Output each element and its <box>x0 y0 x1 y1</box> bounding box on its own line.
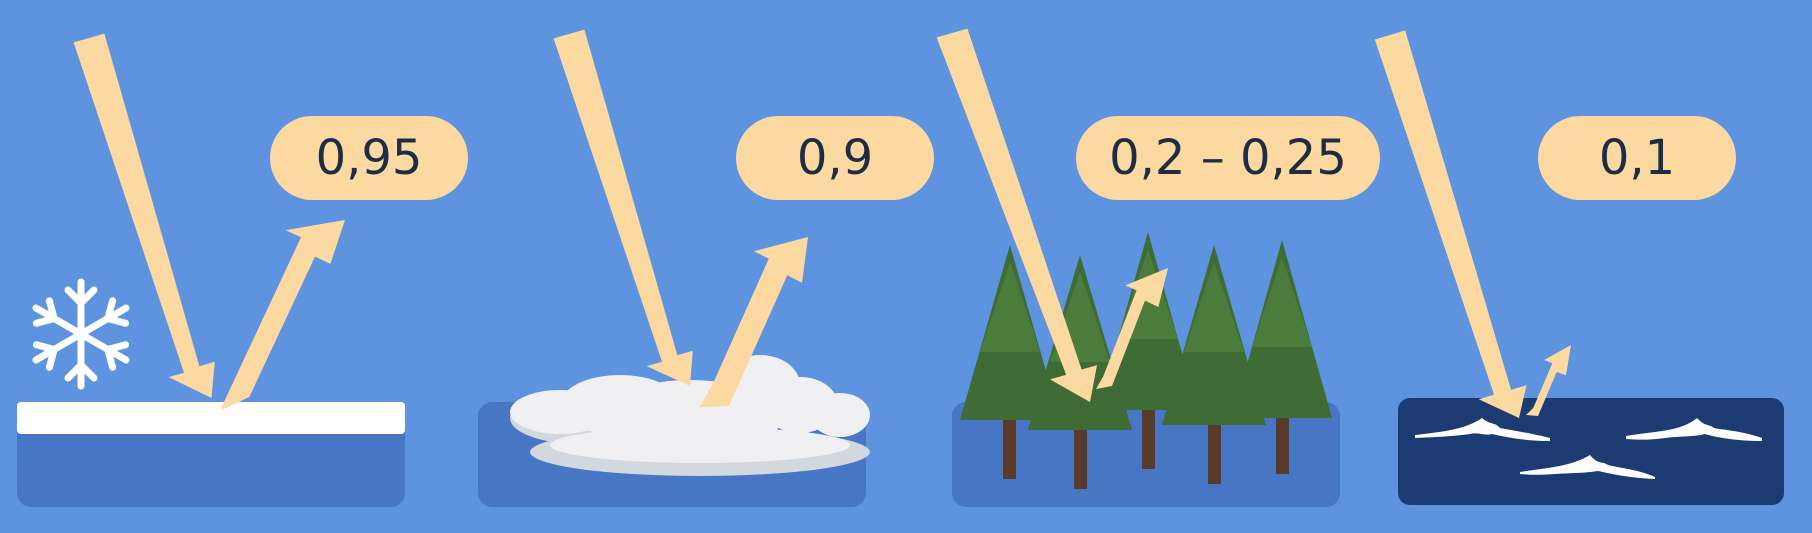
panel-snow <box>17 33 405 507</box>
snow-layer <box>17 402 405 434</box>
panel-forest <box>936 28 1340 507</box>
conifer-tree-icon <box>960 232 1332 489</box>
reflected-arrow <box>221 220 345 410</box>
panel-cloud <box>478 29 870 507</box>
albedo-label-forest: 0,2 – 0,25 <box>1076 116 1380 200</box>
reflected-arrow <box>1526 345 1571 416</box>
reflected-arrow <box>700 237 808 407</box>
albedo-label-snow: 0,95 <box>270 116 468 200</box>
incoming-arrow <box>1374 30 1527 418</box>
albedo-label-sea: 0,1 <box>1538 116 1736 200</box>
panel-sea <box>1374 30 1784 505</box>
reflected-arrow <box>1096 268 1168 389</box>
incoming-arrow <box>73 33 215 398</box>
albedo-label-cloud: 0,9 <box>736 116 934 200</box>
wave-icon <box>1415 418 1762 479</box>
incoming-arrow <box>936 28 1097 402</box>
incoming-arrow <box>553 29 693 386</box>
water-block <box>1398 398 1784 505</box>
snowflake-icon <box>29 278 132 386</box>
cloud-icon <box>510 355 870 476</box>
